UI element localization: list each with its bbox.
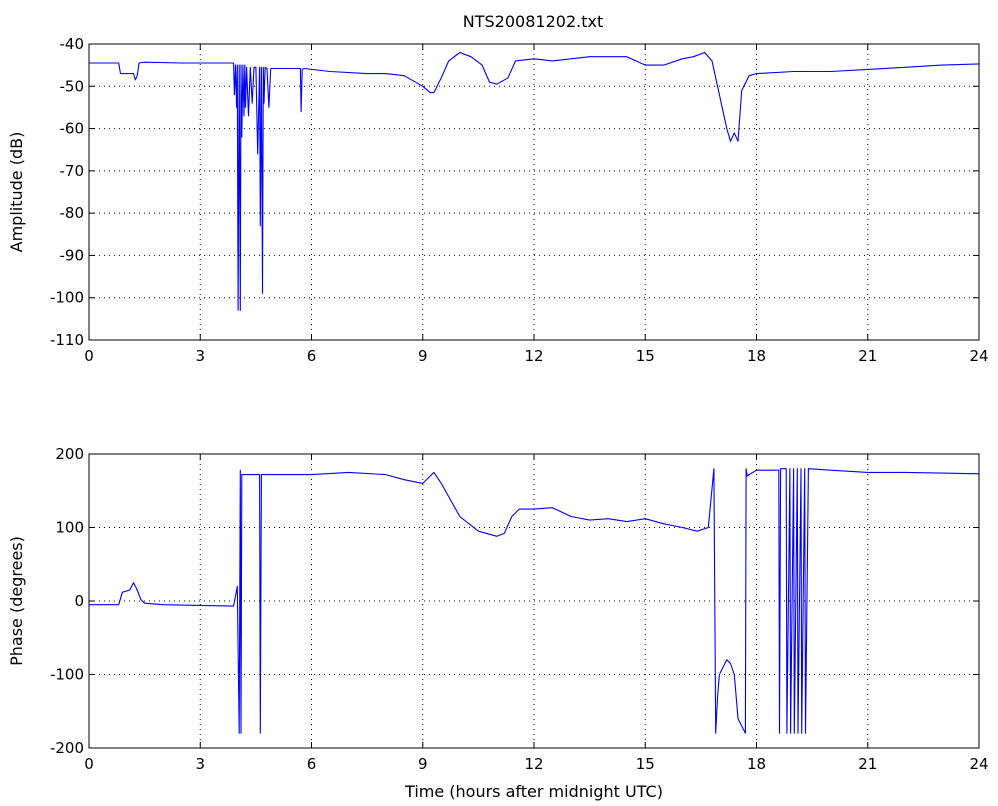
amplitude-y-tick-label: -80 bbox=[60, 204, 85, 222]
amplitude-x-tick-label: 24 bbox=[969, 347, 988, 365]
amplitude-x-tick-label: 12 bbox=[524, 347, 543, 365]
phase-x-tick-label: 15 bbox=[636, 755, 655, 773]
phase-y-tick-label: 0 bbox=[74, 592, 84, 610]
phase-y-axis-label: Phase (degrees) bbox=[7, 536, 26, 666]
chart-title: NTS20081202.txt bbox=[463, 12, 603, 31]
phase-series-line bbox=[89, 468, 980, 734]
phase-x-tick-label: 0 bbox=[84, 755, 94, 773]
amplitude-ticks: 0 3 6 9 12 15 18 21 24 -40 -50 -60 -70 -80 -90 -100 -110 bbox=[50, 35, 989, 365]
amplitude-plot-area bbox=[89, 44, 979, 340]
phase-y-tick-label: 200 bbox=[55, 445, 84, 463]
amplitude-x-tick-label: 15 bbox=[636, 347, 655, 365]
phase-y-tick-label: -200 bbox=[50, 739, 84, 757]
amplitude-panel: 0 3 6 9 12 15 18 21 24 -40 -50 -60 -70 -80 -90 -100 -110… bbox=[7, 35, 989, 365]
phase-grid bbox=[89, 454, 979, 748]
amplitude-y-tick-label: -90 bbox=[60, 246, 85, 264]
amplitude-y-tick-label: -70 bbox=[60, 162, 85, 180]
amplitude-y-tick-label: -110 bbox=[50, 331, 84, 349]
amplitude-y-tick-label: -40 bbox=[60, 35, 85, 53]
amplitude-y-tick-label: -100 bbox=[50, 289, 84, 307]
amplitude-series-line bbox=[89, 51, 980, 311]
phase-x-tick-label: 18 bbox=[747, 755, 766, 773]
phase-panel: 0 3 6 9 12 15 18 21 24 200 100 0 -100 -200 Phase (deg… bbox=[7, 445, 989, 801]
amplitude-y-tick-label: -60 bbox=[60, 120, 85, 138]
amplitude-x-tick-label: 6 bbox=[307, 347, 317, 365]
amplitude-y-tick-label: -50 bbox=[60, 77, 85, 95]
phase-y-tick-label: 100 bbox=[55, 519, 84, 537]
amplitude-grid bbox=[89, 44, 979, 340]
phase-ticks: 0 3 6 9 12 15 18 21 24 200 100 0 -100 -200 bbox=[50, 445, 989, 773]
amplitude-y-axis-label: Amplitude (dB) bbox=[7, 132, 26, 253]
phase-x-tick-label: 6 bbox=[307, 755, 317, 773]
phase-y-tick-label: -100 bbox=[50, 666, 84, 684]
phase-x-tick-label: 12 bbox=[524, 755, 543, 773]
phase-x-tick-label: 24 bbox=[969, 755, 988, 773]
amplitude-x-tick-label: 18 bbox=[747, 347, 766, 365]
amplitude-x-tick-label: 21 bbox=[858, 347, 877, 365]
phase-x-tick-label: 3 bbox=[195, 755, 205, 773]
phase-x-tick-label: 9 bbox=[418, 755, 428, 773]
amplitude-x-tick-label: 9 bbox=[418, 347, 428, 365]
phase-x-axis-label: Time (hours after midnight UTC) bbox=[404, 782, 663, 801]
phase-x-tick-label: 21 bbox=[858, 755, 877, 773]
amplitude-x-tick-label: 0 bbox=[84, 347, 94, 365]
amplitude-x-tick-label: 3 bbox=[195, 347, 205, 365]
